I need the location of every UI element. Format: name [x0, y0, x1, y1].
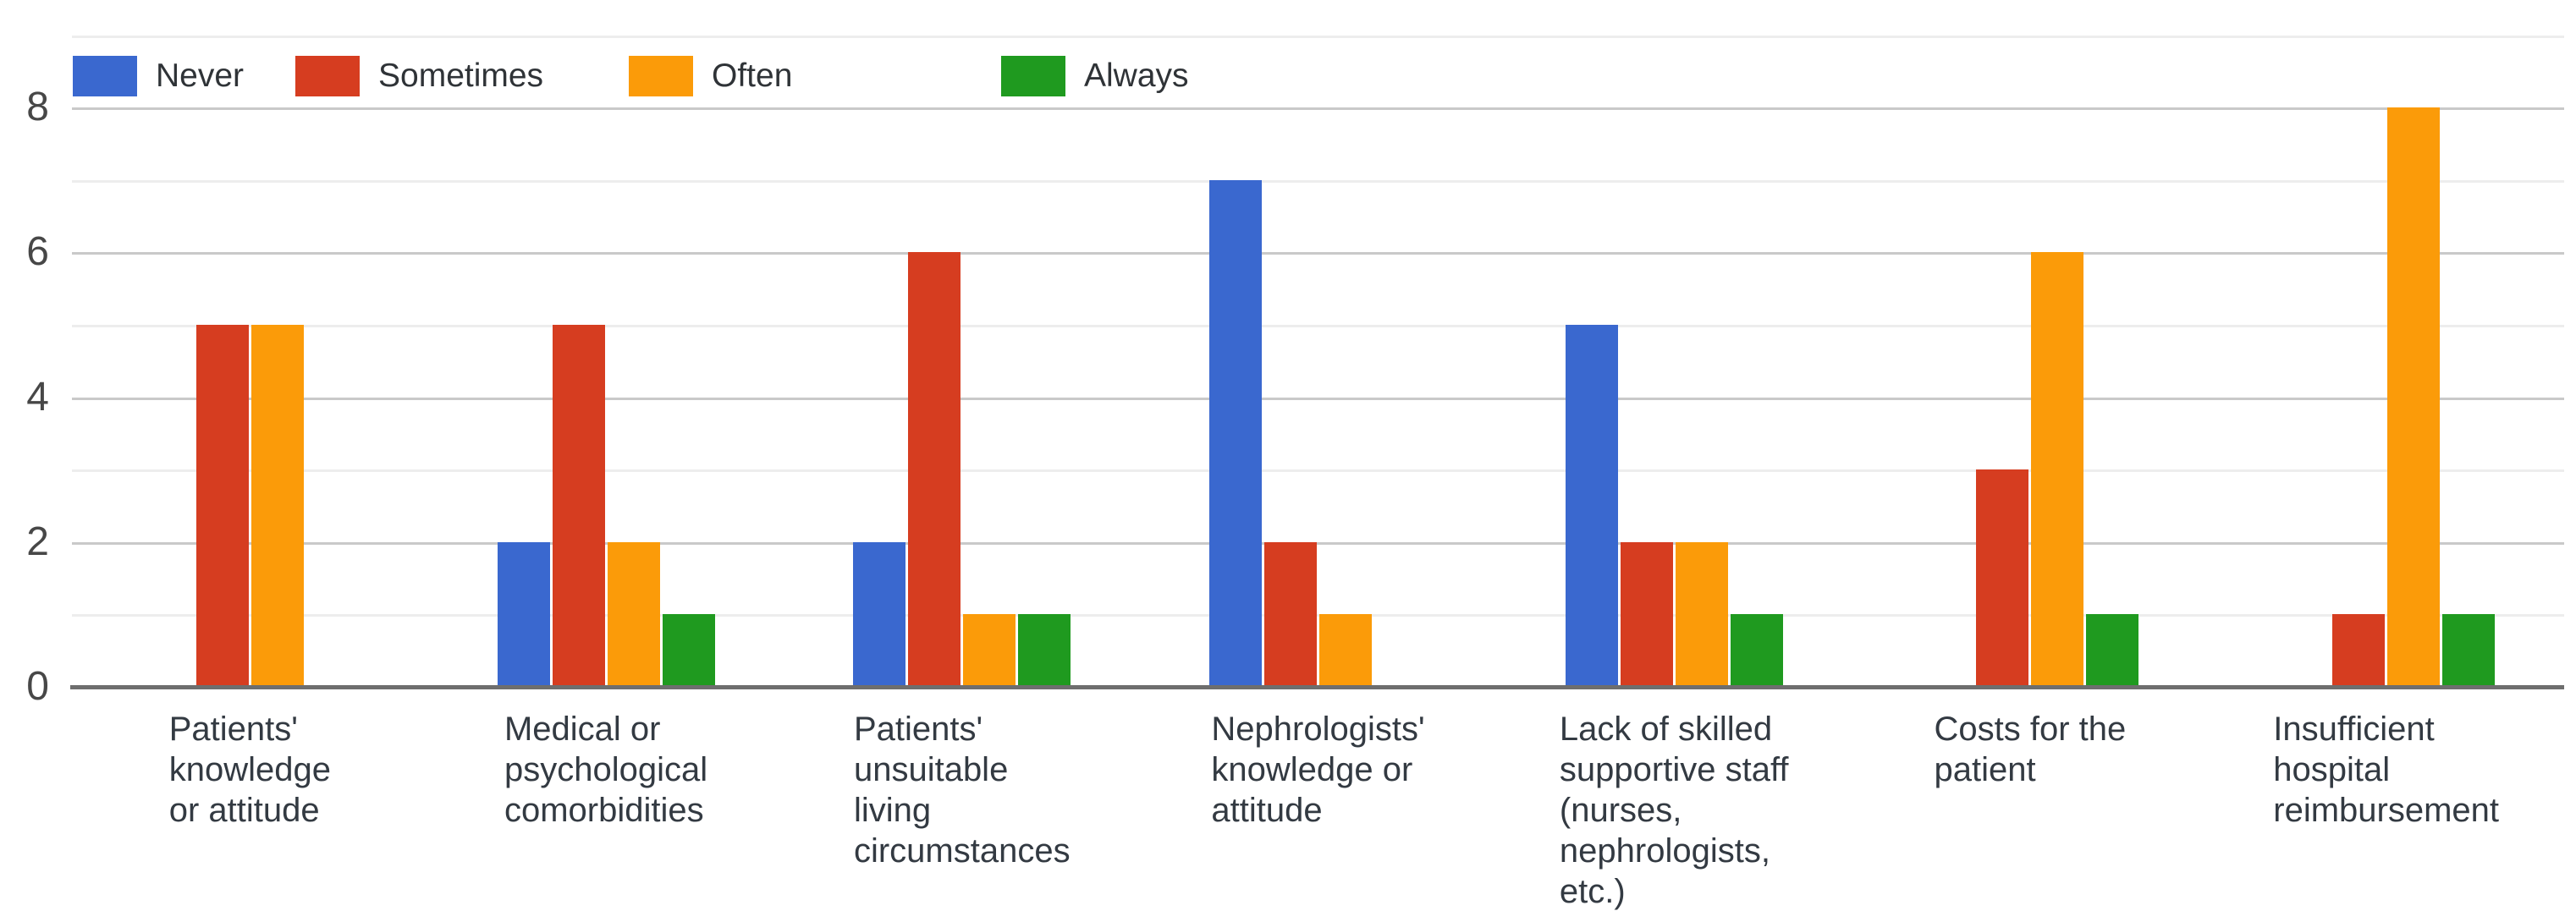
x-category-cell-1: Patients' knowledge or attitude	[72, 709, 428, 831]
legend-swatch-never	[73, 56, 137, 96]
legend-swatch-always	[1001, 56, 1065, 96]
x-category-label-3: Patients' unsuitable living circumstance…	[853, 711, 1071, 870]
x-category-label-1: Patients' knowledge or attitude	[168, 711, 331, 829]
x-category-label-4: Nephrologists' knowledge or attitude	[1211, 711, 1425, 829]
bar-never-group-3	[853, 541, 906, 687]
legend-swatch-often	[629, 56, 693, 96]
x-category-cell-3: Patients' unsuitable living circumstance…	[784, 709, 1140, 871]
bar-sometimes-group-6	[1976, 469, 2029, 687]
legend-label: Sometimes	[378, 58, 544, 94]
x-category-label-7: Insufficient hospital reimbursement	[2273, 711, 2500, 829]
bar-often-group-2	[607, 541, 660, 687]
bar-always-group-7	[2442, 614, 2496, 687]
bar-always-group-2	[662, 614, 715, 687]
gridline-4	[72, 397, 2564, 400]
bar-sometimes-group-5	[1620, 541, 1673, 687]
bar-never-group-2	[497, 541, 550, 687]
bar-group-1	[72, 0, 428, 687]
bar-always-group-3	[1018, 614, 1071, 687]
x-category-label-6: Costs for the patient	[1934, 711, 2127, 788]
x-category-cell-2: Medical or psychological comorbidities	[428, 709, 784, 831]
bar-group-3	[784, 0, 1140, 687]
legend-label: Often	[712, 58, 793, 94]
x-category-label-5: Lack of skilled supportive staff (nurses…	[1559, 711, 1789, 910]
bar-often-group-7	[2387, 107, 2441, 687]
bar-often-group-4	[1318, 614, 1372, 687]
gridline-2	[72, 541, 2564, 545]
bar-sometimes-group-1	[195, 325, 249, 687]
gridline-8	[72, 107, 2564, 111]
gridline-5	[72, 325, 2564, 327]
bar-always-group-6	[2086, 614, 2139, 687]
y-tick-label-4: 4	[26, 374, 49, 420]
bar-group-6	[1852, 0, 2209, 687]
plot-area	[72, 0, 2564, 687]
legend-item-often: Often	[629, 54, 792, 98]
legend-label: Always	[1084, 58, 1189, 94]
x-category-cell-7: Insufficient hospital reimbursement	[2208, 709, 2564, 831]
y-tick-label-8: 8	[26, 85, 49, 130]
x-category-cell-4: Nephrologists' knowledge or attitude	[1140, 709, 1496, 831]
bar-group-4	[1140, 0, 1496, 687]
bar-often-group-6	[2031, 252, 2084, 687]
bar-often-group-5	[1675, 541, 1728, 687]
y-tick-label-2: 2	[26, 519, 49, 564]
bar-sometimes-group-3	[908, 252, 961, 687]
y-tick-label-6: 6	[26, 229, 49, 275]
bar-sometimes-group-2	[552, 325, 605, 687]
bar-group-7	[2208, 0, 2564, 687]
legend-item-sometimes: Sometimes	[295, 54, 543, 98]
x-axis-baseline	[70, 685, 2564, 689]
x-category-cell-6: Costs for the patient	[1852, 709, 2209, 790]
bar-always-group-5	[1730, 614, 1783, 687]
bar-never-group-5	[1565, 325, 1618, 687]
bar-group-2	[428, 0, 784, 687]
bar-never-group-4	[1208, 179, 1262, 687]
gridline-6	[72, 252, 2564, 255]
gridline-9	[72, 35, 2564, 38]
legend-item-always: Always	[1001, 54, 1189, 98]
bar-group-5	[1496, 0, 1852, 687]
bar-often-group-3	[963, 614, 1016, 687]
legend-label: Never	[156, 58, 245, 94]
legend-swatch-sometimes	[295, 56, 360, 96]
x-category-cell-5: Lack of skilled supportive staff (nurses…	[1496, 709, 1852, 911]
y-tick-label-0: 0	[26, 664, 49, 709]
x-category-label-2: Medical or psychological comorbidities	[504, 711, 708, 829]
gridline-1	[72, 614, 2564, 617]
legend-item-never: Never	[73, 54, 244, 98]
bar-sometimes-group-4	[1263, 541, 1317, 687]
gridline-3	[72, 469, 2564, 473]
bar-often-group-1	[250, 325, 304, 687]
gridline-7	[72, 179, 2564, 183]
bar-sometimes-group-7	[2332, 614, 2386, 687]
